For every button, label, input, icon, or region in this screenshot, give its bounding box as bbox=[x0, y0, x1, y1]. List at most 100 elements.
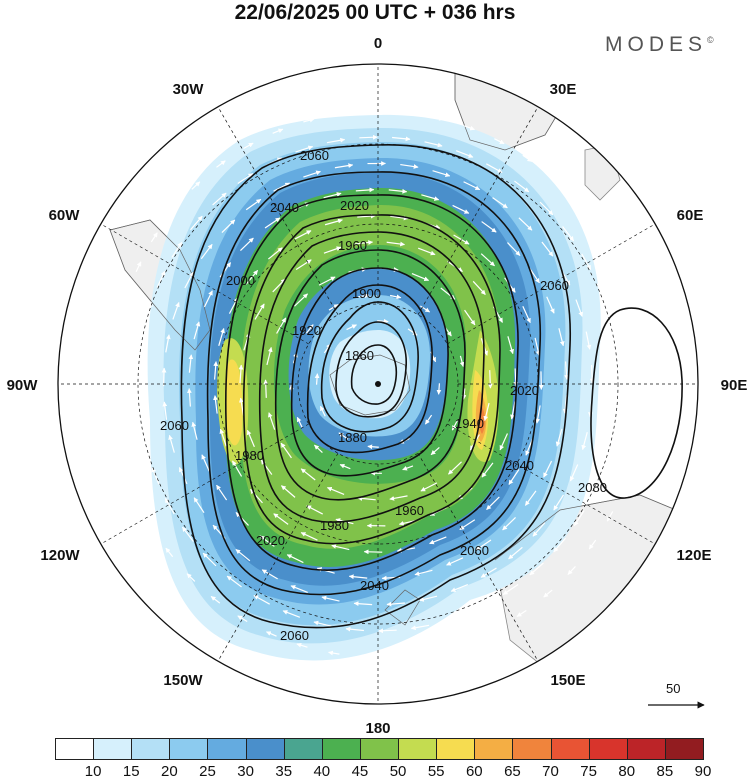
wind-vector-arrow bbox=[567, 566, 576, 575]
wind-vector-arrow bbox=[335, 111, 347, 116]
lon-label-90e: 90E bbox=[721, 377, 748, 394]
wind-vector-arrow bbox=[508, 546, 523, 560]
wind-vector-arrow bbox=[300, 468, 316, 481]
wind-vector-arrow bbox=[165, 334, 171, 353]
coast-australia bbox=[494, 494, 698, 561]
wind-vector-arrow bbox=[486, 496, 500, 511]
wind-vector-arrow bbox=[543, 460, 553, 478]
meridian-line bbox=[417, 106, 539, 315]
south-pole-dot bbox=[375, 381, 381, 387]
colorbar-swatch bbox=[550, 738, 590, 760]
wind-vector-arrow bbox=[508, 469, 520, 485]
wind-vector-arrow bbox=[378, 628, 397, 634]
wind-vector-arrow bbox=[193, 321, 201, 340]
wind-vector-arrow bbox=[534, 337, 541, 356]
wind-vector-arrow bbox=[522, 306, 531, 324]
wind-vector-arrow bbox=[414, 569, 433, 576]
wind-vector-arrow bbox=[323, 246, 342, 254]
wind-vector-arrow bbox=[240, 237, 254, 251]
wind-vector-arrow bbox=[345, 626, 364, 632]
wind-vector-arrow bbox=[543, 589, 553, 598]
wind-vector-arrow bbox=[486, 163, 503, 174]
wind-vector-arrow bbox=[354, 240, 374, 245]
wind-vector-arrow bbox=[633, 315, 639, 327]
wind-vector-arrow bbox=[424, 414, 433, 425]
wind-vector-arrow bbox=[164, 498, 175, 515]
contour-label-16: 2020 bbox=[256, 533, 285, 548]
wind-vector-arrow bbox=[115, 324, 121, 336]
colorbar-tick-label: 85 bbox=[656, 763, 674, 780]
wind-vector-arrow bbox=[487, 626, 499, 633]
wind-vector-arrow bbox=[463, 125, 475, 131]
wind-band-60 bbox=[224, 359, 243, 446]
wind-vector-arrow bbox=[281, 485, 296, 498]
meridian-line bbox=[447, 423, 656, 545]
colorbar-tick-label: 90 bbox=[694, 763, 712, 780]
colorbar-swatch bbox=[474, 738, 514, 760]
wind-vector-arrow bbox=[124, 292, 129, 304]
wind-vector-arrow bbox=[639, 348, 645, 360]
colorbar-swatch bbox=[398, 738, 438, 760]
wind-vector-arrow bbox=[464, 309, 476, 326]
wind-vector-arrow bbox=[235, 548, 251, 562]
wind-vector-arrow bbox=[562, 226, 575, 242]
wind-vector-arrow bbox=[294, 293, 308, 307]
colorbar-tick-label: 65 bbox=[504, 763, 521, 780]
wind-vector-arrow bbox=[400, 110, 412, 116]
wind-vector-arrow bbox=[202, 552, 217, 567]
contour-2020 bbox=[224, 194, 519, 571]
colorbar-tick-label: 10 bbox=[84, 763, 102, 780]
wind-vector-arrow bbox=[201, 454, 210, 472]
contour-label-20: 2040 bbox=[360, 578, 389, 593]
brand-text: MODES bbox=[605, 33, 708, 56]
lon-label-30e: 30E bbox=[550, 81, 577, 98]
wind-vector-arrow bbox=[184, 271, 194, 289]
contour-2040 bbox=[206, 171, 541, 596]
map-title: 22/06/2025 00 UTC + 036 hrs bbox=[234, 1, 516, 24]
wind-vector-arrow bbox=[191, 421, 198, 440]
wind-vector-arrow bbox=[472, 280, 486, 295]
wind-vector-arrow bbox=[492, 197, 508, 209]
contour-1860 bbox=[350, 344, 398, 405]
contour-1880 bbox=[335, 321, 407, 418]
wind-vector-arrow bbox=[555, 428, 563, 447]
wind-vector-arrow bbox=[187, 388, 192, 407]
wind-vector-arrow bbox=[245, 269, 259, 285]
wind-vector-arrow bbox=[282, 610, 301, 618]
contour-label-4: 1960 bbox=[338, 238, 367, 253]
wind-vector-arrow bbox=[588, 539, 597, 550]
wind-vector-arrow bbox=[260, 459, 273, 475]
wind-vector-arrow bbox=[111, 357, 117, 370]
wind-vector-arrow bbox=[541, 241, 554, 257]
wind-vector-arrow bbox=[171, 241, 183, 258]
contour-label-19: 1980 bbox=[235, 448, 264, 463]
wind-vector-arrow bbox=[420, 305, 431, 313]
colorbar bbox=[55, 738, 704, 760]
wind-vector-arrow bbox=[386, 601, 405, 607]
wind-vector-arrow bbox=[421, 194, 440, 201]
wind-vector-arrow bbox=[263, 379, 269, 398]
polar-map: 2060 2040 2020 1960 1900 1860 1880 1920 … bbox=[7, 35, 748, 735]
lon-label-120e: 120E bbox=[676, 547, 711, 564]
wind-vector-arrow bbox=[392, 136, 411, 142]
colorbar-tick-label: 40 bbox=[313, 763, 331, 780]
wind-vector-arrow bbox=[475, 539, 492, 551]
contour-label-10: 1980 bbox=[320, 518, 349, 533]
wind-vector-arrow bbox=[243, 142, 254, 150]
wind-vector-arrow bbox=[190, 215, 203, 231]
wind-vector-arrow bbox=[529, 562, 544, 576]
colorbar-tick-label: 20 bbox=[161, 763, 178, 780]
wind-vector-arrow bbox=[296, 416, 303, 428]
wind-vector-arrow bbox=[393, 653, 405, 659]
contour-1980 bbox=[258, 231, 485, 523]
wind-vector-arrow bbox=[573, 510, 585, 527]
meridian-line bbox=[100, 223, 309, 345]
lon-label-180: 180 bbox=[365, 720, 390, 735]
colorbar-swatch bbox=[359, 738, 400, 760]
wind-vector-arrow bbox=[221, 219, 236, 233]
wind-vector-arrow bbox=[135, 261, 142, 272]
wind-vector-arrow bbox=[324, 218, 343, 226]
wind-vector-arrow bbox=[425, 649, 437, 654]
wind-vector-arrow bbox=[631, 448, 637, 460]
contour-2080-east bbox=[590, 307, 683, 499]
